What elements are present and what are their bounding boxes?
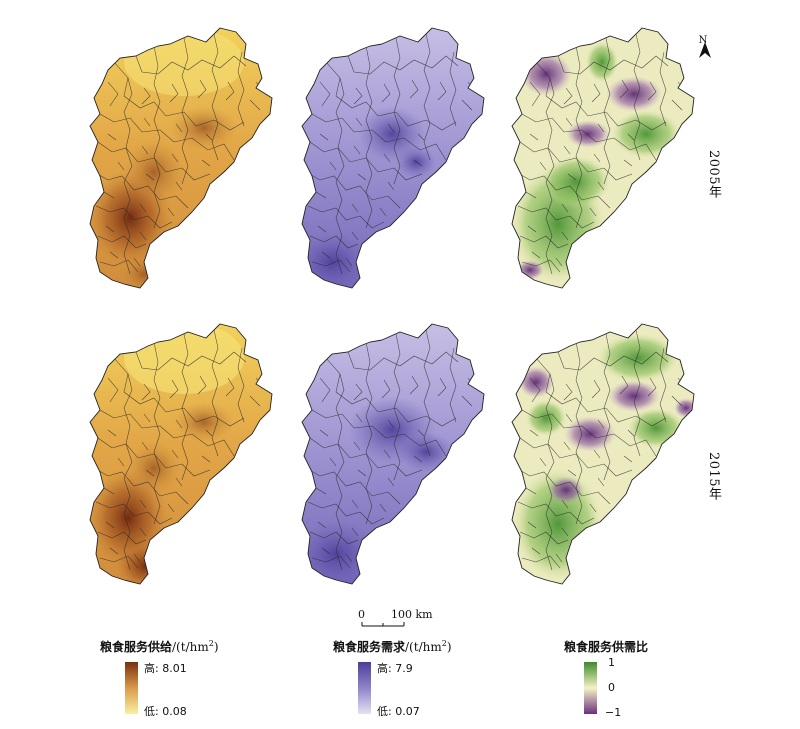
demand-legend-unit: /(t/hm2) (405, 639, 452, 654)
demand-legend-unit-sup: 2 (441, 639, 447, 648)
year-label-2005: 2005年 (706, 150, 721, 199)
supply-legend-ramp (125, 662, 138, 714)
demand-legend-low: 低: 0.07 (377, 705, 420, 718)
demand-legend-ramp (358, 662, 371, 714)
ratio-legend-ramp (584, 662, 597, 714)
demand-map-2005 (301, 27, 485, 289)
supply-legend-unit-end: ) (213, 640, 219, 654)
demand-legend-title: 粮食服务需求/(t/hm2) (333, 638, 452, 655)
supply-legend-unit-sup: 2 (208, 639, 214, 648)
supply-legend-unit: /(t/hm2) (172, 639, 219, 654)
ratio-map-2005 (511, 27, 695, 289)
demand-legend-title-text: 粮食服务需求 (333, 640, 406, 654)
north-arrow-icon (699, 42, 711, 58)
year-label-2015: 2015年 (706, 452, 721, 501)
supply-map-2005 (89, 27, 273, 289)
supply-legend-title-text: 粮食服务供给 (100, 640, 173, 654)
ratio-legend-low: −1 (605, 706, 622, 719)
supply-legend-high: 高: 8.01 (144, 662, 187, 675)
supply-legend-unit-main: /(t/hm (172, 640, 209, 654)
demand-legend-high: 高: 7.9 (377, 662, 413, 675)
demand-map-2015 (301, 323, 485, 585)
supply-map-2015 (89, 323, 273, 585)
ratio-legend-title: 粮食服务供需比 (564, 640, 649, 654)
demand-legend-unit-end: ) (446, 640, 452, 654)
north-arrow-label: N (699, 35, 708, 46)
ratio-legend-mid: 0 (608, 681, 615, 694)
scale-bar (361, 622, 405, 627)
scale-bar-zero: 0 (358, 608, 365, 621)
ratio-legend-high: 1 (608, 656, 615, 669)
demand-legend-unit-main: /(t/hm (405, 640, 442, 654)
scale-bar-distance: 100 km (391, 608, 433, 621)
supply-legend-low: 低: 0.08 (144, 705, 187, 718)
ratio-map-2015 (511, 323, 695, 585)
supply-legend-title: 粮食服务供给/(t/hm2) (100, 638, 219, 655)
